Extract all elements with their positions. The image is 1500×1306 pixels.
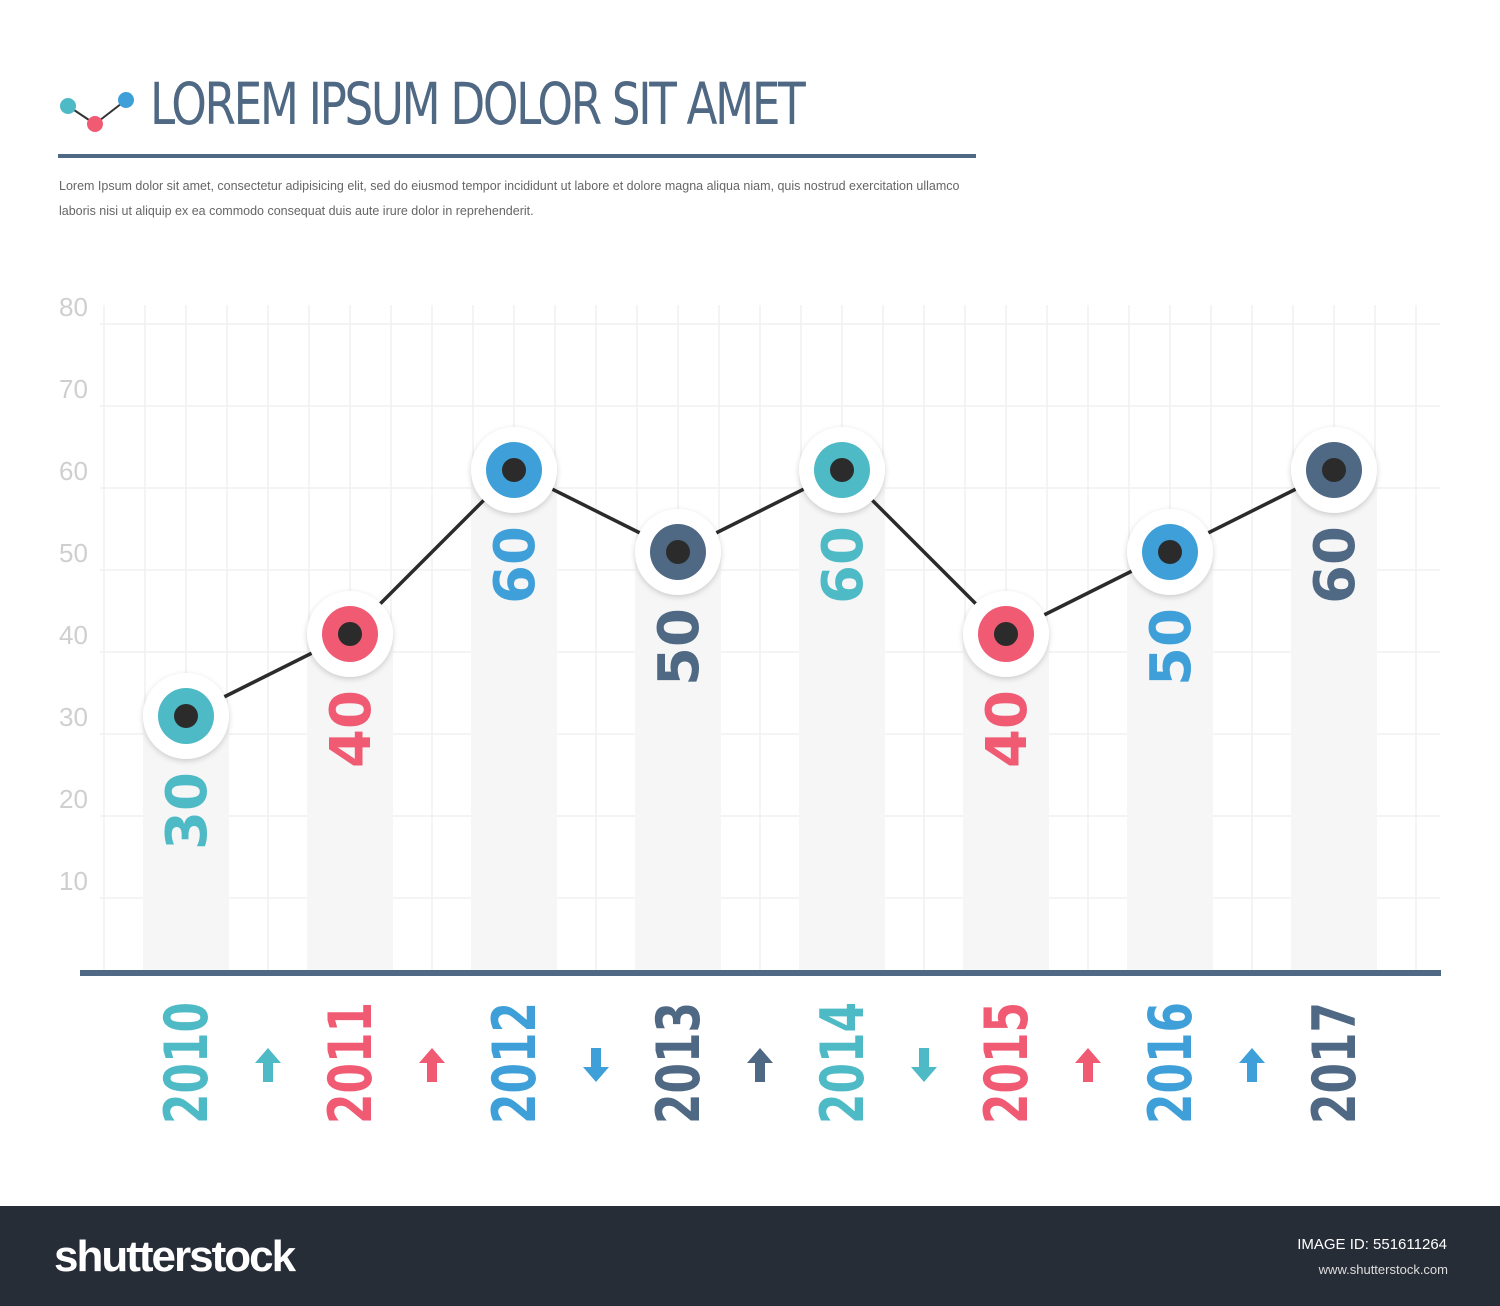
value-label: 50 (1139, 608, 1204, 686)
value-label: 40 (319, 690, 384, 768)
x-tick-label: 2012 (480, 1002, 550, 1124)
image-id: IMAGE ID: 551611264 (1297, 1236, 1447, 1253)
y-tick-label: 40 (59, 620, 88, 650)
y-tick-label: 20 (59, 784, 88, 814)
brand-logo: shutterstock (54, 1232, 296, 1281)
footer: shutterstock IMAGE ID: 551611264 www.shu… (0, 1206, 1500, 1306)
arrow-up-icon (419, 1048, 445, 1082)
arrow-up-icon (1239, 1048, 1265, 1082)
value-column (471, 470, 557, 970)
x-tick-label: 2014 (808, 1002, 878, 1124)
x-tick-label: 2016 (1136, 1002, 1206, 1124)
line-chart: 10 20 30 40 50 60 70 80 30 2010 40 2011 60 2012 50 2013… (59, 292, 1441, 1124)
site-url: www.shutterstock.com (1318, 1262, 1448, 1277)
value-column (1127, 552, 1213, 970)
data-point-center (1322, 458, 1346, 482)
value-label: 60 (811, 526, 876, 604)
y-tick-label: 50 (59, 538, 88, 568)
data-point-center (174, 704, 198, 728)
x-tick-label: 2015 (972, 1002, 1042, 1124)
value-column (307, 634, 393, 970)
arrow-down-icon (583, 1048, 609, 1082)
arrow-up-icon (747, 1048, 773, 1082)
data-point-center (830, 458, 854, 482)
arrow-down-icon (911, 1048, 937, 1082)
value-label: 50 (647, 608, 712, 686)
data-point-center (1158, 540, 1182, 564)
value-column (963, 634, 1049, 970)
x-tick-label: 2013 (644, 1002, 714, 1124)
value-label: 30 (155, 772, 220, 850)
data-point-center (502, 458, 526, 482)
title-divider (58, 154, 976, 158)
value-column (799, 470, 885, 970)
y-tick-label: 60 (59, 456, 88, 486)
x-tick-label: 2017 (1300, 1002, 1370, 1124)
data-point-center (994, 622, 1018, 646)
value-label: 60 (483, 526, 548, 604)
data-point-center (666, 540, 690, 564)
y-tick-label: 30 (59, 702, 88, 732)
y-tick-label: 70 (59, 374, 88, 404)
value-column (1291, 470, 1377, 970)
value-label: 40 (975, 690, 1040, 768)
x-tick-label: 2011 (316, 1002, 386, 1124)
description: Lorem Ipsum dolor sit amet, consectetur … (59, 179, 960, 218)
x-axis-line (80, 970, 1441, 976)
arrow-up-icon (1075, 1048, 1101, 1082)
data-point-center (338, 622, 362, 646)
y-tick-label: 80 (59, 292, 88, 322)
y-tick-label: 10 (59, 866, 88, 896)
value-column (635, 552, 721, 970)
x-tick-label: 2010 (152, 1002, 222, 1124)
value-label: 60 (1303, 526, 1368, 604)
page-title: LOREM IPSUM DOLOR SIT AMET (150, 70, 806, 138)
logo-dots-icon (60, 92, 134, 132)
arrow-up-icon (255, 1048, 281, 1082)
